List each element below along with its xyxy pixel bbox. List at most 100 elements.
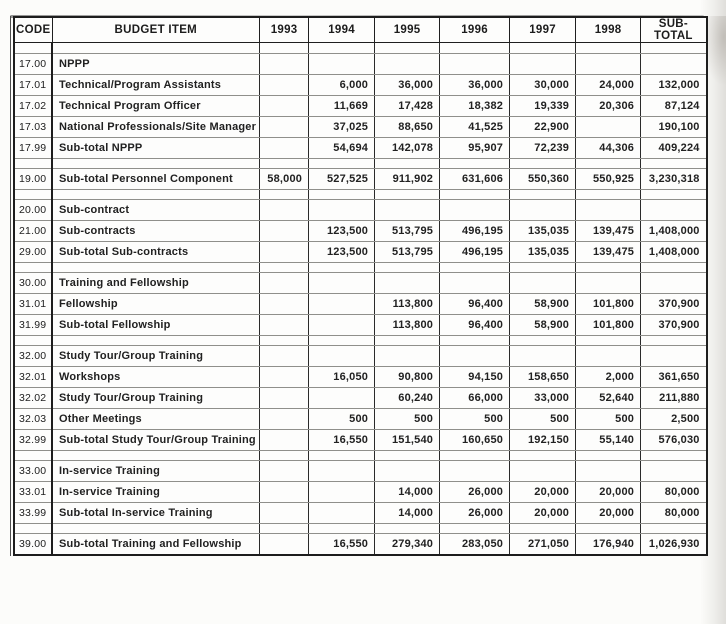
year-cell: [259, 502, 310, 524]
code-cell: [13, 189, 53, 200]
subtotal-cell: [640, 460, 708, 482]
code-cell: [13, 523, 53, 534]
year-cell: [575, 450, 642, 461]
year-cell: 90,800: [374, 366, 441, 388]
year-cell: 500: [308, 408, 376, 430]
year-cell: 36,000: [439, 74, 511, 96]
year-cell: 113,800: [374, 293, 441, 315]
table-row: 33.01 In-service Training 14,000 26,000 20,0…: [13, 481, 708, 503]
year-cell: 52,640: [575, 387, 642, 409]
year-cell: [308, 523, 376, 534]
year-cell: [308, 293, 376, 315]
subtotal-cell: 1,408,000: [640, 220, 708, 242]
year-cell: [259, 189, 310, 200]
table-row: 21.00 Sub-contracts 123,500 513,795 496,195 1…: [13, 220, 708, 242]
year-cell: [509, 53, 577, 75]
year-cell: [374, 199, 441, 221]
year-cell: 33,000: [509, 387, 577, 409]
year-cell: [439, 450, 511, 461]
year-cell: [308, 158, 376, 169]
table-row: 31.99 Sub-total Fellowship 113,800 96,400 58…: [13, 314, 708, 336]
code-cell: 32.02: [13, 387, 53, 409]
year-cell: 26,000: [439, 502, 511, 524]
year-cell: [374, 345, 441, 367]
year-cell: [308, 189, 376, 200]
year-cell: [259, 460, 310, 482]
subtotal-cell: [640, 523, 708, 534]
item-cell: Technical/Program Assistants: [51, 74, 261, 96]
year-cell: [575, 345, 642, 367]
subtotal-cell: [640, 42, 708, 54]
year-cell: [374, 53, 441, 75]
year-cell: 158,650: [509, 366, 577, 388]
year-cell: [259, 450, 310, 461]
subtotal-cell: 132,000: [640, 74, 708, 96]
item-cell: Sub-total Training and Fellowship: [51, 533, 261, 555]
subtotal-cell: [640, 272, 708, 294]
year-cell: 22,900: [509, 116, 577, 138]
year-cell: 496,195: [439, 241, 511, 263]
subtotal-cell: 1,408,000: [640, 241, 708, 263]
item-cell: In-service Training: [51, 481, 261, 503]
year-cell: 20,000: [509, 481, 577, 503]
year-cell: 101,800: [575, 314, 642, 336]
column-header-1994: 1994: [308, 16, 376, 43]
table-row: 33.00 In-service Training: [13, 460, 708, 482]
year-cell: [259, 95, 310, 117]
year-cell: 139,475: [575, 241, 642, 263]
code-cell: 32.99: [13, 429, 53, 451]
code-cell: 17.99: [13, 137, 53, 159]
year-cell: [509, 272, 577, 294]
year-cell: 14,000: [374, 481, 441, 503]
year-cell: [374, 158, 441, 169]
year-cell: 58,000: [259, 168, 310, 190]
year-cell: 16,550: [308, 429, 376, 451]
subtotal-cell: [640, 262, 708, 273]
year-cell: [308, 481, 376, 503]
year-cell: [439, 272, 511, 294]
year-cell: 11,669: [308, 95, 376, 117]
code-cell: 32.00: [13, 345, 53, 367]
subtotal-cell: 2,500: [640, 408, 708, 430]
year-cell: [374, 42, 441, 54]
year-cell: [439, 345, 511, 367]
year-cell: [374, 189, 441, 200]
year-cell: [509, 523, 577, 534]
year-cell: [509, 460, 577, 482]
item-cell: Sub-total Fellowship: [51, 314, 261, 336]
code-cell: 31.99: [13, 314, 53, 336]
code-cell: 17.00: [13, 53, 53, 75]
year-cell: 500: [374, 408, 441, 430]
year-cell: 14,000: [374, 502, 441, 524]
year-cell: 88,650: [374, 116, 441, 138]
year-cell: 101,800: [575, 293, 642, 315]
year-cell: 96,400: [439, 293, 511, 315]
year-cell: 151,540: [374, 429, 441, 451]
year-cell: 500: [509, 408, 577, 430]
year-cell: [374, 272, 441, 294]
year-cell: [308, 53, 376, 75]
code-cell: 17.01: [13, 74, 53, 96]
code-cell: 29.00: [13, 241, 53, 263]
subtotal-cell: 370,900: [640, 314, 708, 336]
year-cell: [575, 335, 642, 346]
year-cell: [308, 42, 376, 54]
year-cell: 911,902: [374, 168, 441, 190]
year-cell: 58,900: [509, 293, 577, 315]
code-cell: 39.00: [13, 533, 53, 555]
year-cell: 142,078: [374, 137, 441, 159]
table-row: 32.03 Other Meetings 500 500 500 500 500 2,500: [13, 408, 708, 430]
year-cell: [308, 502, 376, 524]
item-cell: Sub-contracts: [51, 220, 261, 242]
item-cell: Sub-contract: [51, 199, 261, 221]
year-cell: 20,000: [509, 502, 577, 524]
code-cell: [13, 450, 53, 461]
year-cell: 26,000: [439, 481, 511, 503]
year-cell: [259, 523, 310, 534]
year-cell: 17,428: [374, 95, 441, 117]
year-cell: [259, 262, 310, 273]
subtotal-cell: 190,100: [640, 116, 708, 138]
year-cell: [374, 523, 441, 534]
year-cell: [509, 199, 577, 221]
subtotal-cell: [640, 53, 708, 75]
